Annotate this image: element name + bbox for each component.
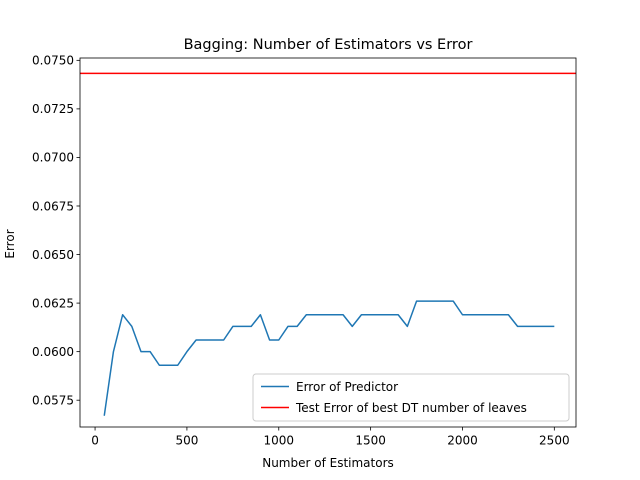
plot-background	[80, 58, 576, 427]
x-tick-label: 1000	[263, 434, 294, 448]
x-axis-label: Number of Estimators	[262, 456, 394, 470]
x-tick-label: 1500	[355, 434, 386, 448]
y-axis: 0.0575 0.0600 0.0625 0.0650 0.0675 0.0700 0.07…	[32, 54, 80, 407]
y-tick-label: 0.0600	[32, 345, 74, 359]
axes-frame	[79, 57, 577, 428]
y-axis-label: Error	[3, 229, 17, 258]
x-tick-label: 2000	[447, 434, 478, 448]
y-tick-label: 0.0750	[32, 54, 74, 68]
plot-area	[80, 58, 576, 427]
x-axis: 0 500 1000 1500 2000 2500	[91, 427, 570, 448]
y-tick-label: 0.0725	[32, 102, 74, 116]
series-layer	[80, 72, 576, 416]
chart-title: Bagging: Number of Estimators vs Error	[184, 37, 473, 53]
legend-label: Test Error of best DT number of leaves	[295, 401, 527, 415]
x-tick-label: 2500	[539, 434, 570, 448]
y-tick-label: 0.0700	[32, 151, 74, 165]
error-of-predictor-line	[103, 300, 555, 416]
y-tick-label: 0.0575	[32, 393, 74, 407]
y-tick-label: 0.0650	[32, 248, 74, 262]
y-tick-label: 0.0675	[32, 199, 74, 213]
legend-label: Error of Predictor	[296, 380, 398, 394]
legend: Error of Predictor Test Error of best DT …	[252, 373, 570, 422]
x-tick-label: 0	[91, 434, 99, 448]
x-tick-label: 500	[175, 434, 198, 448]
legend-box	[252, 373, 570, 422]
y-tick-label: 0.0625	[32, 296, 74, 310]
